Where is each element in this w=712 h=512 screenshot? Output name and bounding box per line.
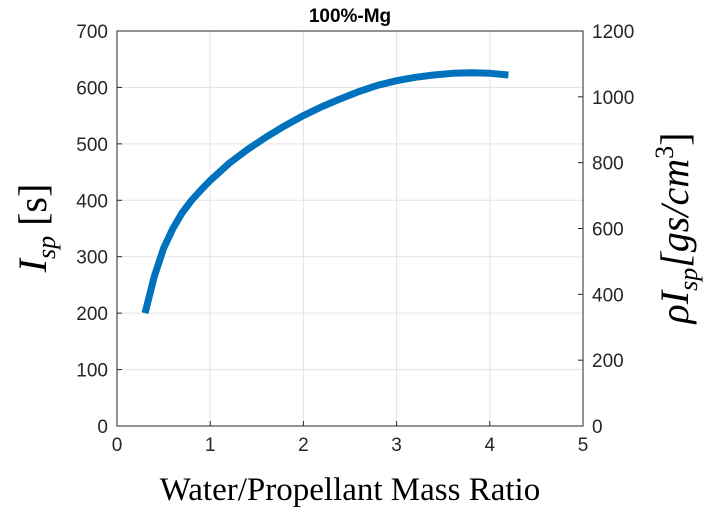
y-left-tick-label-3: 300	[76, 248, 108, 269]
y-ticks-left: 0 100 200 300 400 500 600 700	[76, 22, 122, 438]
y-left-tick-label-5: 500	[76, 135, 108, 156]
x-tick-label-5: 5	[578, 435, 589, 456]
y-left-tick-label-2: 200	[76, 304, 108, 325]
y-right-tick-label-2: 400	[592, 285, 624, 306]
y-left-tick-label-7: 700	[76, 22, 108, 43]
y-left-tick-label-6: 600	[76, 78, 108, 99]
y-right-sub: sp	[674, 268, 703, 291]
x-tick-label-3: 3	[391, 435, 402, 456]
y-left-unit: [s]	[10, 184, 55, 226]
y-right-prefix: ρI	[652, 289, 697, 325]
y-right-tick-label-4: 800	[592, 154, 624, 175]
y-right-tick-label-3: 600	[592, 220, 624, 241]
series-line	[141, 69, 509, 314]
y-right-tick-label-5: 1000	[592, 88, 634, 109]
x-ticks: 0 1 2 3 4 5	[112, 421, 589, 456]
y-axis-label-left: Isp [s]	[10, 184, 61, 274]
y-right-tick-label-0: 0	[592, 417, 603, 438]
x-tick-label-4: 4	[485, 435, 496, 456]
plot-area	[117, 31, 583, 426]
y-left-symbol: I	[10, 257, 55, 273]
y-right-exp: 3	[650, 146, 679, 159]
y-axis-label-right: ρIsp[gs/cm3]	[650, 133, 703, 326]
x-tick-label-2: 2	[298, 435, 309, 456]
y-left-tick-label-1: 100	[76, 361, 108, 382]
x-axis-label: Water/Propellant Mass Ratio	[160, 472, 540, 508]
y-right-tick-label-6: 1200	[592, 22, 634, 43]
y-right-close: ]	[652, 133, 697, 146]
x-tick-label-1: 1	[205, 435, 216, 456]
y-right-unit: [gs/cm	[652, 159, 697, 268]
y-ticks-right: 0 200 400 600 800 1000 1200	[578, 22, 634, 438]
y-left-sub: sp	[32, 236, 61, 259]
y-right-tick-label-1: 200	[592, 351, 624, 372]
x-tick-label-0: 0	[112, 435, 123, 456]
y-left-tick-label-4: 400	[76, 191, 108, 212]
chart-title: 100%-Mg	[309, 6, 391, 27]
y-left-tick-label-0: 0	[97, 417, 108, 438]
